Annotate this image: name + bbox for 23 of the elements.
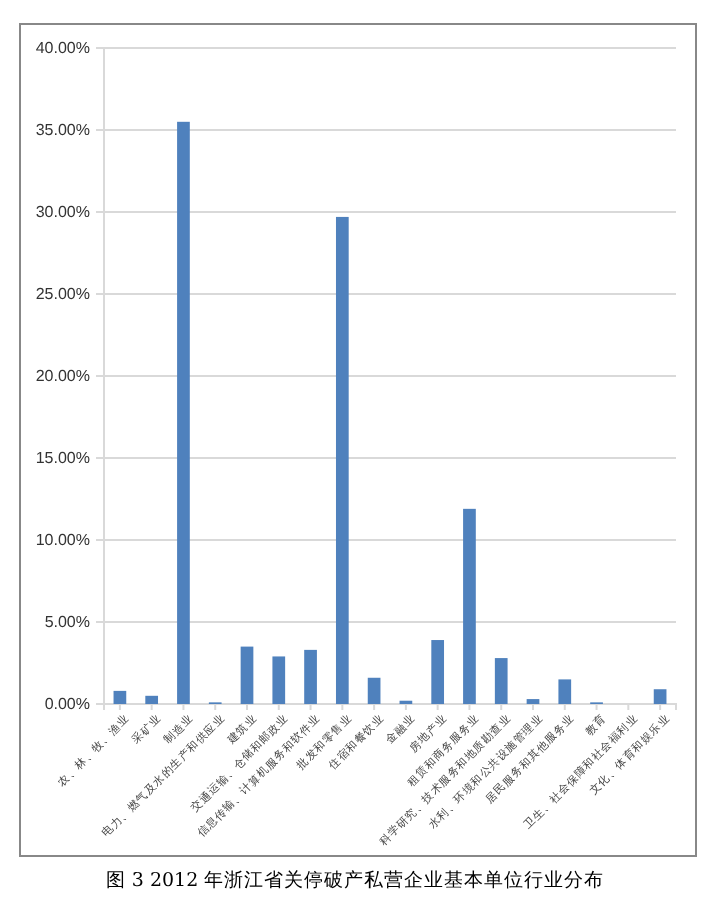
bar bbox=[304, 649, 317, 704]
bar bbox=[177, 121, 190, 704]
y-tick-label: 10.00% bbox=[35, 531, 90, 550]
text: 图 3 2012 年浙江省关停破产私营企业基本单位行业分布 bbox=[105, 868, 605, 892]
bar bbox=[113, 690, 127, 704]
y-tick-label: 30.00% bbox=[35, 203, 90, 222]
bar bbox=[431, 640, 445, 704]
y-tick-label: 40.00% bbox=[35, 39, 90, 58]
bar bbox=[653, 689, 667, 704]
y-tick-label: 5.00% bbox=[44, 613, 90, 632]
bar bbox=[558, 679, 572, 704]
bar bbox=[145, 695, 159, 704]
bar bbox=[494, 658, 508, 704]
y-tick-label: 25.00% bbox=[35, 285, 90, 304]
bar bbox=[463, 508, 476, 704]
bar bbox=[272, 656, 286, 704]
y-tick-label: 20.00% bbox=[35, 367, 90, 386]
bar bbox=[335, 216, 349, 704]
y-tick-label: 35.00% bbox=[35, 121, 90, 140]
y-tick-label: 15.00% bbox=[35, 449, 90, 468]
y-tick-label: 0.00% bbox=[44, 695, 90, 714]
bar bbox=[367, 677, 381, 704]
bar bbox=[240, 646, 254, 704]
